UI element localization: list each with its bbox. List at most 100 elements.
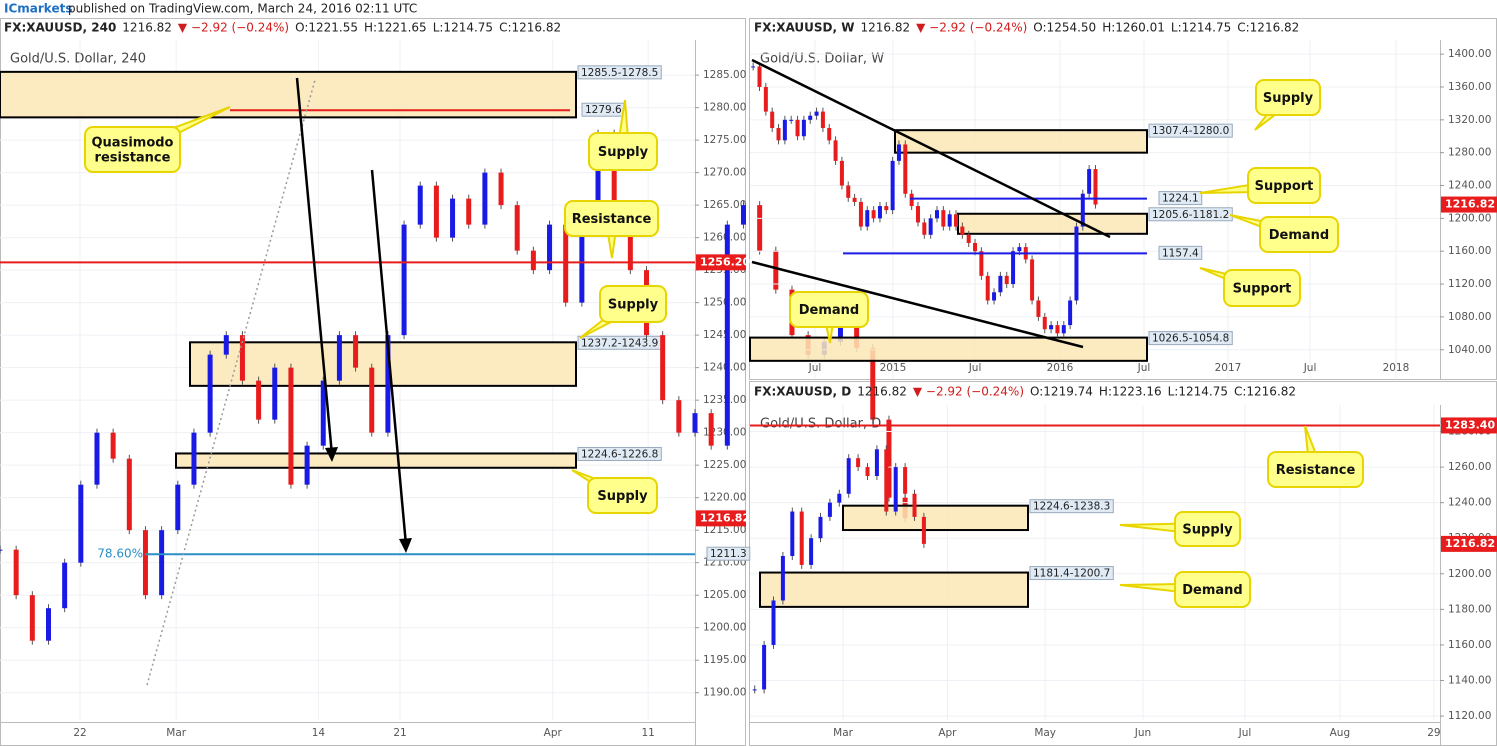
y-tick-label: 1260.00 [1448, 461, 1491, 473]
zone-label: 1224.6-1238.3 [1033, 501, 1110, 513]
trend-line [751, 260, 1084, 349]
y-tick-label: 1080.00 [1448, 311, 1491, 323]
y-tick-label: 1360.00 [1448, 81, 1491, 93]
candle [789, 119, 794, 121]
y-tick-label: 1235.00 [703, 394, 746, 406]
callout-text: Supply [608, 298, 659, 313]
x-tick-label: Jul [1137, 362, 1151, 374]
y-tick-label: 1240.00 [1448, 180, 1491, 192]
candle [353, 335, 359, 368]
x-tick-label: 2015 [880, 362, 907, 374]
y-tick-label: 1140.00 [1448, 675, 1491, 687]
candle [336, 335, 342, 381]
callout-box [1174, 571, 1251, 608]
candle [498, 172, 504, 206]
candle [433, 185, 439, 238]
callout: Resistance [564, 200, 659, 259]
candle [827, 502, 832, 517]
callout-text: Quasimodo resistance [92, 135, 174, 165]
level-label: 1211.3 [710, 548, 747, 560]
callout-text: Supply [1263, 91, 1314, 106]
y-tick-label: 1270.00 [703, 167, 746, 179]
candle [1049, 325, 1054, 330]
last-price-label: 1216.82 [700, 511, 750, 524]
candle [985, 275, 990, 301]
candle [915, 206, 920, 223]
candle [1042, 316, 1047, 330]
level-label-box [1158, 191, 1203, 206]
candle [417, 185, 423, 225]
x-tick-label: 2018 [1383, 362, 1410, 374]
candle [780, 556, 785, 601]
last-price: 1216.82 [857, 385, 907, 399]
change: ▼ −2.92 (−0.24%) [178, 21, 289, 35]
candle [191, 432, 197, 485]
candle [808, 115, 813, 120]
candle [288, 367, 294, 485]
y-tick-label: 1190.00 [703, 687, 746, 699]
last-price-tag [1441, 196, 1497, 213]
brand: ICmarkets [4, 2, 72, 16]
price-tag-label: 1256.20 [700, 255, 750, 268]
callout-box [789, 291, 869, 328]
y-tick-label: 1260.00 [703, 232, 746, 244]
candle [935, 210, 940, 219]
x-tick-label: Jul [1238, 727, 1252, 739]
y-tick-label: 1280.00 [1448, 147, 1491, 159]
chart-title: Gold/U.S. Dollar, W [760, 52, 884, 67]
y-tick-label: 1200.00 [703, 622, 746, 634]
candle [884, 449, 889, 512]
candle [856, 458, 861, 468]
candle [928, 218, 933, 235]
candle [998, 275, 1003, 293]
candle [0, 549, 3, 551]
arrow-head [399, 538, 412, 553]
candle [272, 367, 278, 420]
candle [724, 224, 730, 446]
ohlc: H:1260.01 [1102, 21, 1165, 35]
candle [1093, 169, 1098, 205]
callout-text: Supply [1182, 523, 1233, 538]
callout-box [587, 477, 658, 514]
trend-line [751, 58, 1111, 239]
candle [692, 413, 698, 433]
candle [13, 549, 19, 596]
candle [142, 530, 148, 596]
candle [1004, 275, 1009, 285]
callout-box [1259, 216, 1339, 253]
candle [818, 516, 823, 539]
published: published on TradingView.com, March 24, … [68, 2, 417, 16]
y-tick-label: 1180.00 [1448, 603, 1491, 615]
change: ▼ −2.92 (−0.24%) [916, 21, 1027, 35]
callout-box [1174, 511, 1241, 547]
x-tick-label: Jul [1303, 362, 1317, 374]
last-price-tag [696, 510, 746, 527]
ohlc: H:1221.65 [364, 21, 427, 35]
candle [852, 197, 857, 202]
candle [771, 600, 776, 645]
candle [782, 119, 787, 141]
candle [751, 66, 756, 68]
candle [579, 224, 585, 303]
zone-label: 1026.5-1054.8 [1152, 333, 1229, 345]
ohlc: L:1214.75 [1171, 21, 1231, 35]
candle [865, 467, 870, 476]
callout-text: Demand [1182, 583, 1243, 598]
candle [450, 198, 456, 238]
x-tick-label: Apr [544, 727, 563, 739]
x-tick-label: 29 [1427, 727, 1440, 739]
zone-label-box [1148, 123, 1233, 138]
ohlc: L:1214.75 [433, 21, 493, 35]
x-tick-label: 2016 [1047, 362, 1074, 374]
candle [912, 493, 917, 517]
candle [757, 205, 763, 251]
y-tick-label: 1195.00 [703, 654, 746, 666]
last-price-tag [1441, 535, 1497, 552]
arrow [370, 169, 408, 546]
candle [110, 432, 116, 459]
callout-box [1247, 167, 1321, 204]
candle [239, 335, 245, 381]
ohlc: H:1223.16 [1099, 385, 1162, 399]
callout-box [84, 126, 181, 173]
